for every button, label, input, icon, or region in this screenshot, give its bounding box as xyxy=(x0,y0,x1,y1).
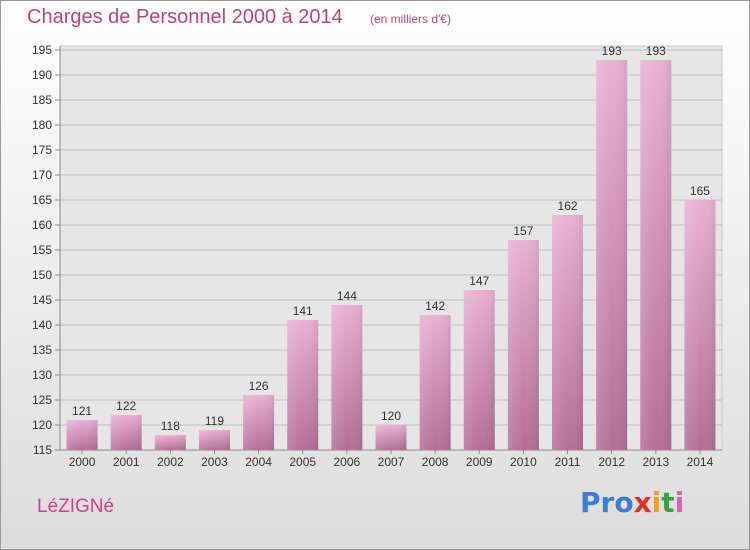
y-tick-label: 125 xyxy=(32,393,52,407)
data-label-2011: 162 xyxy=(558,199,578,213)
data-label-2014: 165 xyxy=(690,184,710,198)
bar-shade-2004 xyxy=(243,395,275,450)
x-tick-label-2006: 2006 xyxy=(334,455,361,469)
y-tick-label: 115 xyxy=(33,443,52,457)
y-tick-label: 165 xyxy=(32,193,52,207)
x-tick-label-2012: 2012 xyxy=(598,455,625,469)
x-tick-label-2009: 2009 xyxy=(466,455,493,469)
data-label-2002: 118 xyxy=(161,419,180,433)
data-label-2006: 144 xyxy=(337,289,357,303)
x-tick-label-2003: 2003 xyxy=(201,455,228,469)
x-tick-label-2008: 2008 xyxy=(422,455,449,469)
data-label-2003: 119 xyxy=(205,414,224,428)
data-label-2008: 142 xyxy=(425,299,445,313)
y-tick-label: 130 xyxy=(32,368,52,382)
data-label-2005: 141 xyxy=(293,304,313,318)
chart-title: Charges de Personnel 2000 à 2014 xyxy=(27,6,343,28)
x-tick-label-2007: 2007 xyxy=(378,455,405,469)
proxiti-logo: Proxiti xyxy=(580,486,685,519)
bar-shade-2008 xyxy=(419,315,451,450)
y-tick-label: 140 xyxy=(32,318,52,332)
bar-shade-2000 xyxy=(66,420,98,450)
y-tick-label: 135 xyxy=(32,343,52,357)
x-tick-label-2005: 2005 xyxy=(289,455,316,469)
chart-subtitle: (en milliers d'€) xyxy=(370,12,451,26)
bar-shade-2003 xyxy=(198,430,230,450)
bar-shade-2007 xyxy=(375,425,407,450)
y-tick-label: 160 xyxy=(32,218,52,232)
bar-shade-2001 xyxy=(110,415,142,450)
y-tick-label: 175 xyxy=(32,143,52,157)
bar-shade-2006 xyxy=(331,305,363,450)
y-tick-label: 180 xyxy=(32,118,52,132)
data-label-2004: 126 xyxy=(249,379,269,393)
y-tick-label: 185 xyxy=(32,93,52,107)
data-label-2009: 147 xyxy=(469,274,489,288)
bar-shade-2012 xyxy=(596,60,628,450)
x-tick-label-2010: 2010 xyxy=(510,455,537,469)
y-tick-label: 195 xyxy=(32,43,52,57)
data-label-2001: 122 xyxy=(116,399,136,413)
y-tick-label: 145 xyxy=(32,293,52,307)
y-tick-label: 150 xyxy=(32,268,52,282)
x-tick-label-2014: 2014 xyxy=(687,455,714,469)
data-label-2013: 193 xyxy=(646,44,666,58)
bar-shade-2010 xyxy=(507,240,539,450)
bar-shade-2013 xyxy=(640,60,672,450)
y-tick-label: 170 xyxy=(32,168,52,182)
commune-name: LéZIGNé xyxy=(37,496,115,517)
x-tick-label-2002: 2002 xyxy=(157,455,184,469)
data-label-2007: 120 xyxy=(381,409,401,423)
data-label-2010: 157 xyxy=(513,224,533,238)
x-tick-label-2001: 2001 xyxy=(113,455,140,469)
bar-shade-2014 xyxy=(684,200,716,450)
x-tick-label-2013: 2013 xyxy=(642,455,669,469)
data-label-2000: 121 xyxy=(72,404,92,418)
x-tick-label-2004: 2004 xyxy=(245,455,272,469)
bar-shade-2009 xyxy=(463,290,495,450)
y-tick-label: 155 xyxy=(32,243,52,257)
x-tick-label-2011: 2011 xyxy=(555,455,581,469)
y-tick-label: 120 xyxy=(32,418,52,432)
y-tick-label: 190 xyxy=(32,68,52,82)
bar-shade-2011 xyxy=(552,215,584,450)
data-label-2012: 193 xyxy=(602,44,622,58)
bar-shade-2005 xyxy=(287,320,319,450)
x-tick-label-2000: 2000 xyxy=(69,455,96,469)
bar-shade-2002 xyxy=(154,435,186,450)
